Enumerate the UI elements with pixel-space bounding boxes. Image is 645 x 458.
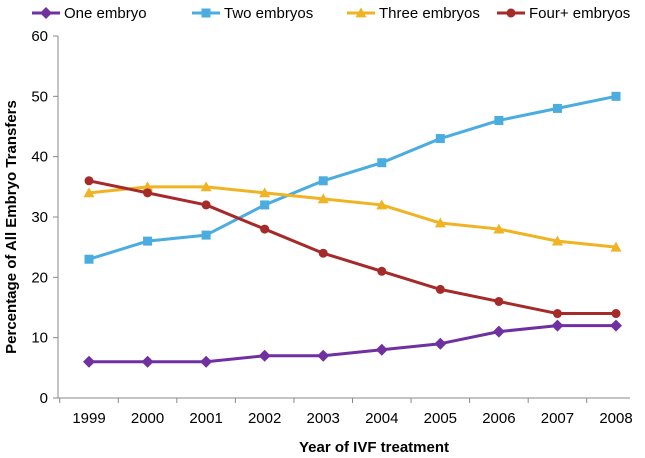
data-point: [84, 176, 94, 186]
series-line: [89, 324, 616, 364]
x-tick-label: 2000: [131, 410, 164, 427]
data-point: [375, 343, 388, 356]
legend-swatch-marker: [201, 8, 211, 18]
data-point: [610, 241, 622, 252]
legend-item: Four+ embryos: [497, 5, 630, 22]
data-point: [201, 200, 211, 210]
data-point: [494, 115, 504, 125]
data-point: [551, 319, 564, 332]
x-tick-label: 2006: [482, 410, 515, 427]
data-point: [377, 158, 387, 168]
legend-label: Three embryos: [379, 5, 480, 22]
legend-label: Two embryos: [224, 5, 313, 22]
data-point: [201, 230, 211, 240]
data-point: [376, 199, 388, 210]
series-line: [88, 179, 616, 316]
y-tick-label: 0: [40, 390, 48, 407]
data-point: [143, 236, 153, 246]
series-line: [88, 94, 617, 261]
y-tick-label: 60: [31, 28, 48, 45]
data-point: [434, 217, 446, 228]
series-three-embryos: [83, 181, 622, 252]
data-point: [258, 349, 271, 362]
x-tick-label: 2003: [307, 410, 340, 427]
data-point: [610, 319, 622, 332]
x-tick-label: 2002: [248, 410, 281, 427]
legend-swatch-marker: [40, 7, 52, 19]
data-point: [142, 181, 154, 192]
data-point: [492, 325, 505, 338]
y-axis-ticks: 0 10 20 30 40 50 60: [31, 28, 58, 407]
data-point: [200, 355, 213, 368]
y-tick-label: 40: [31, 149, 48, 166]
data-point: [552, 103, 562, 113]
data-point: [611, 91, 621, 101]
data-point: [259, 187, 271, 198]
data-point: [317, 349, 330, 362]
y-axis-title: Percentage of All Embryo Transfers: [3, 100, 20, 354]
legend-label: Four+ embryos: [529, 5, 630, 22]
data-point: [318, 176, 328, 186]
x-axis-title: Year of IVF treatment: [299, 439, 449, 456]
data-point: [435, 284, 445, 294]
y-tick-label: 10: [31, 330, 48, 347]
series-two-embryos: [84, 91, 621, 264]
data-point: [260, 200, 270, 210]
legend-item: Two embryos: [192, 5, 313, 22]
legend-item: Three embryos: [347, 5, 480, 22]
data-point: [83, 187, 95, 198]
data-point: [83, 355, 95, 368]
data-point: [318, 248, 328, 258]
data-point: [435, 134, 445, 144]
data-point: [143, 188, 153, 198]
legend-swatch-marker: [506, 8, 516, 18]
series-line: [88, 185, 617, 249]
series-one-embryo: [83, 319, 622, 368]
legend-swatch-marker: [355, 7, 367, 18]
x-axis-ticks: 1999 2000 2001 2002 2003 2004 2005 2006 2007 2008: [59, 398, 633, 427]
data-point: [494, 296, 504, 306]
x-tick-label: 2007: [541, 410, 574, 427]
data-point: [141, 355, 154, 368]
y-tick-label: 20: [31, 269, 48, 286]
legend: One embryo Two embryos Three embryos Four+ …: [32, 5, 630, 22]
data-point: [377, 266, 387, 276]
data-point: [260, 224, 270, 234]
data-point: [611, 309, 621, 319]
x-tick-label: 2008: [599, 410, 632, 427]
y-tick-label: 30: [31, 209, 48, 226]
data-point: [84, 254, 94, 264]
legend-label: One embryo: [64, 5, 147, 22]
y-tick-label: 50: [31, 88, 48, 105]
data-point: [434, 337, 447, 350]
x-tick-label: 2004: [365, 410, 398, 427]
data-point: [200, 181, 212, 192]
data-point: [551, 235, 563, 246]
data-point: [493, 223, 505, 234]
data-point: [552, 309, 562, 319]
series-four-embryos: [84, 176, 621, 319]
x-tick-label: 2001: [189, 410, 222, 427]
data-point: [317, 193, 329, 204]
x-tick-label: 1999: [72, 410, 105, 427]
x-tick-label: 2005: [424, 410, 457, 427]
legend-item: One embryo: [32, 5, 147, 22]
series-layer: [83, 91, 622, 368]
